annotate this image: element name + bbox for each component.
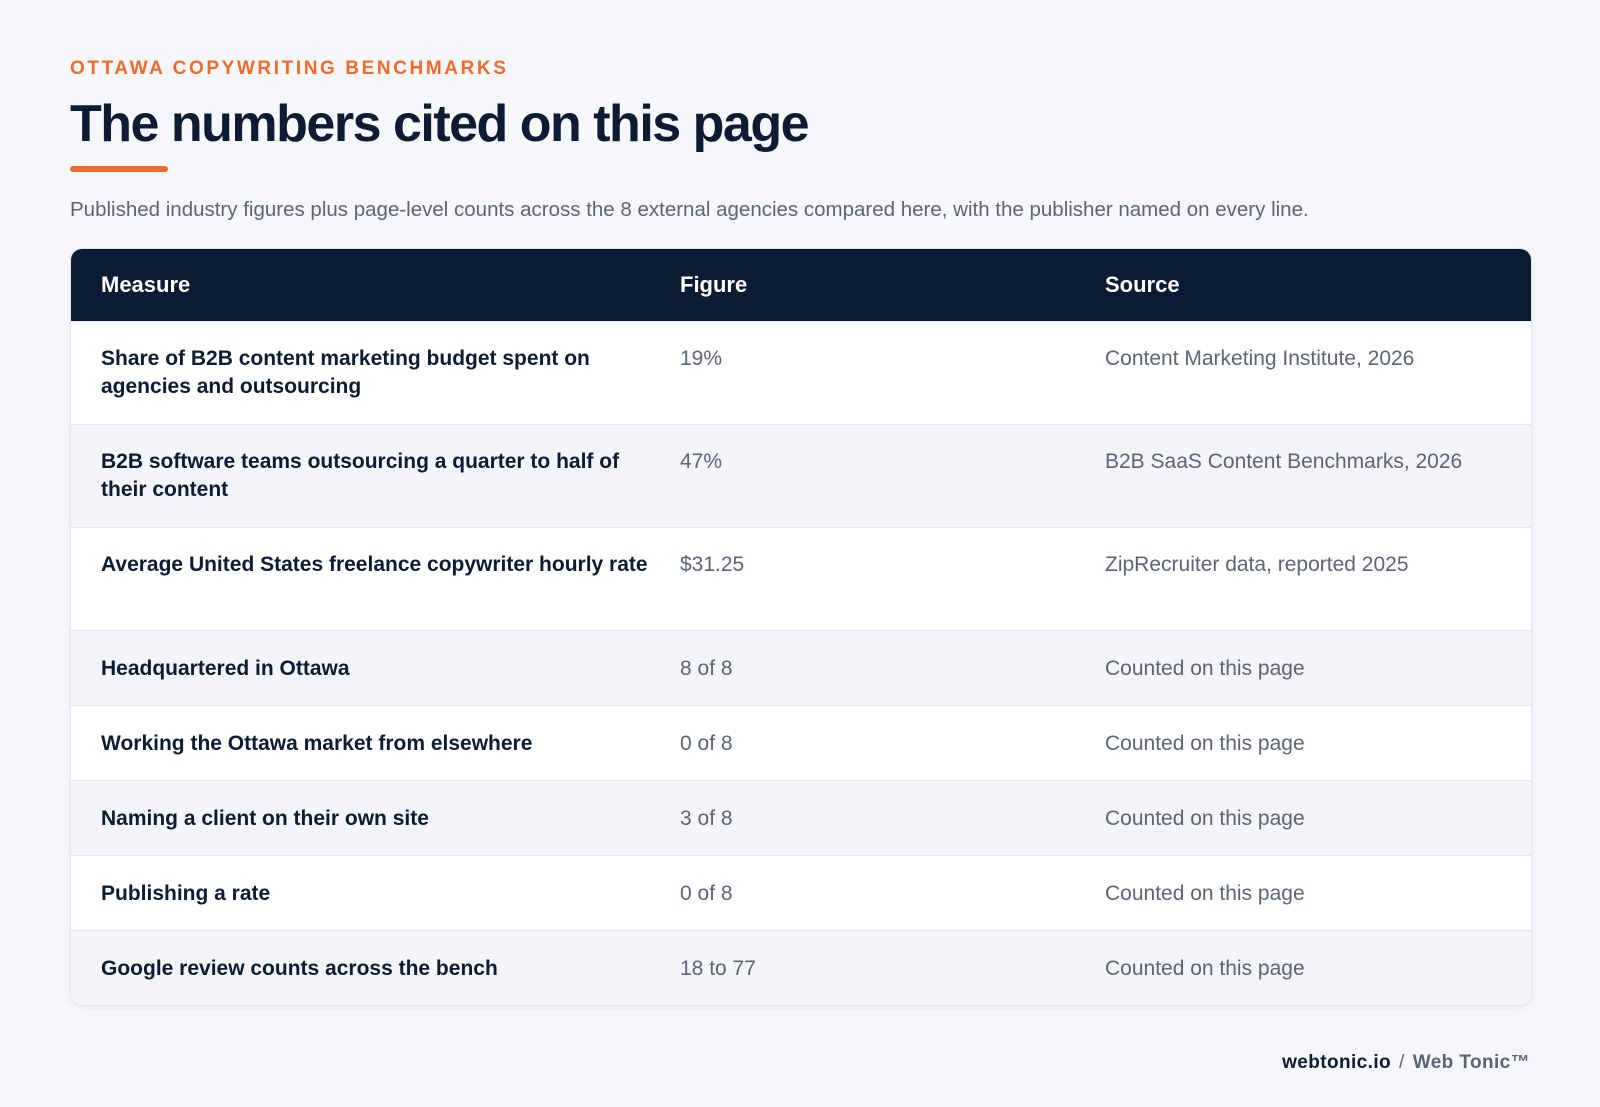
page-title: The numbers cited on this page xyxy=(70,95,810,153)
footer-credit: webtonic.io / Web Tonic™ xyxy=(1282,1052,1530,1074)
table-row: Publishing a rate 0 of 8 Counted on this… xyxy=(71,855,1531,930)
page-subtitle: Published industry figures plus page-lev… xyxy=(70,198,1309,221)
source-cell: Counted on this page xyxy=(1105,657,1305,680)
table-row: Share of B2B content marketing budget sp… xyxy=(71,321,1531,424)
measure-cell: Publishing a rate xyxy=(101,882,271,905)
figure-cell: 18 to 77 xyxy=(680,957,756,980)
footer-separator: / xyxy=(1399,1052,1405,1073)
title-accent-bar xyxy=(70,166,168,172)
source-cell: Counted on this page xyxy=(1105,807,1305,830)
figure-cell: $31.25 xyxy=(680,553,745,576)
table-row: Average United States freelance copywrit… xyxy=(71,527,1531,630)
table-row: Working the Ottawa market from elsewhere… xyxy=(71,705,1531,780)
source-cell: ZipRecruiter data, reported 2025 xyxy=(1105,553,1409,576)
figure-cell: 0 of 8 xyxy=(680,732,733,755)
figure-cell: 47% xyxy=(680,450,723,473)
column-header-source: Source xyxy=(1105,272,1180,297)
figure-cell: 3 of 8 xyxy=(680,807,733,830)
column-header-figure: Figure xyxy=(680,272,748,297)
figure-cell: 8 of 8 xyxy=(680,657,733,680)
table-row: Google review counts across the bench 18… xyxy=(71,930,1531,1005)
figure-cell: 19% xyxy=(680,347,723,370)
benchmarks-table: Measure Figure Source Share of B2B conte… xyxy=(70,248,1532,1006)
source-cell: Content Marketing Institute, 2026 xyxy=(1105,347,1415,370)
measure-cell: Working the Ottawa market from elsewhere xyxy=(101,732,533,755)
measure-cell: Naming a client on their own site xyxy=(101,807,429,830)
source-cell: Counted on this page xyxy=(1105,957,1305,980)
measure-cell: Headquartered in Ottawa xyxy=(101,657,350,680)
measure-cell: Google review counts across the bench xyxy=(101,957,498,980)
source-cell: Counted on this page xyxy=(1105,882,1305,905)
table-header: Measure Figure Source xyxy=(71,249,1531,321)
source-cell: Counted on this page xyxy=(1105,732,1305,755)
footer-brand: Web Tonic™ xyxy=(1412,1052,1530,1073)
measure-cell: B2B software teams outsourcing a quarter… xyxy=(101,450,620,501)
measure-cell: Average United States freelance copywrit… xyxy=(101,553,648,576)
table-row: Naming a client on their own site 3 of 8… xyxy=(71,780,1531,855)
source-cell: B2B SaaS Content Benchmarks, 2026 xyxy=(1105,450,1463,473)
footer-domain: webtonic.io xyxy=(1282,1052,1392,1073)
table-row: Headquartered in Ottawa 8 of 8 Counted o… xyxy=(71,630,1531,705)
table-body: Share of B2B content marketing budget sp… xyxy=(71,321,1531,1005)
measure-cell: Share of B2B content marketing budget sp… xyxy=(101,347,590,398)
figure-cell: 0 of 8 xyxy=(680,882,733,905)
table-row: B2B software teams outsourcing a quarter… xyxy=(71,424,1531,527)
column-header-measure: Measure xyxy=(101,272,191,297)
eyebrow-label: OTTAWA COPYWRITING BENCHMARKS xyxy=(70,58,509,79)
